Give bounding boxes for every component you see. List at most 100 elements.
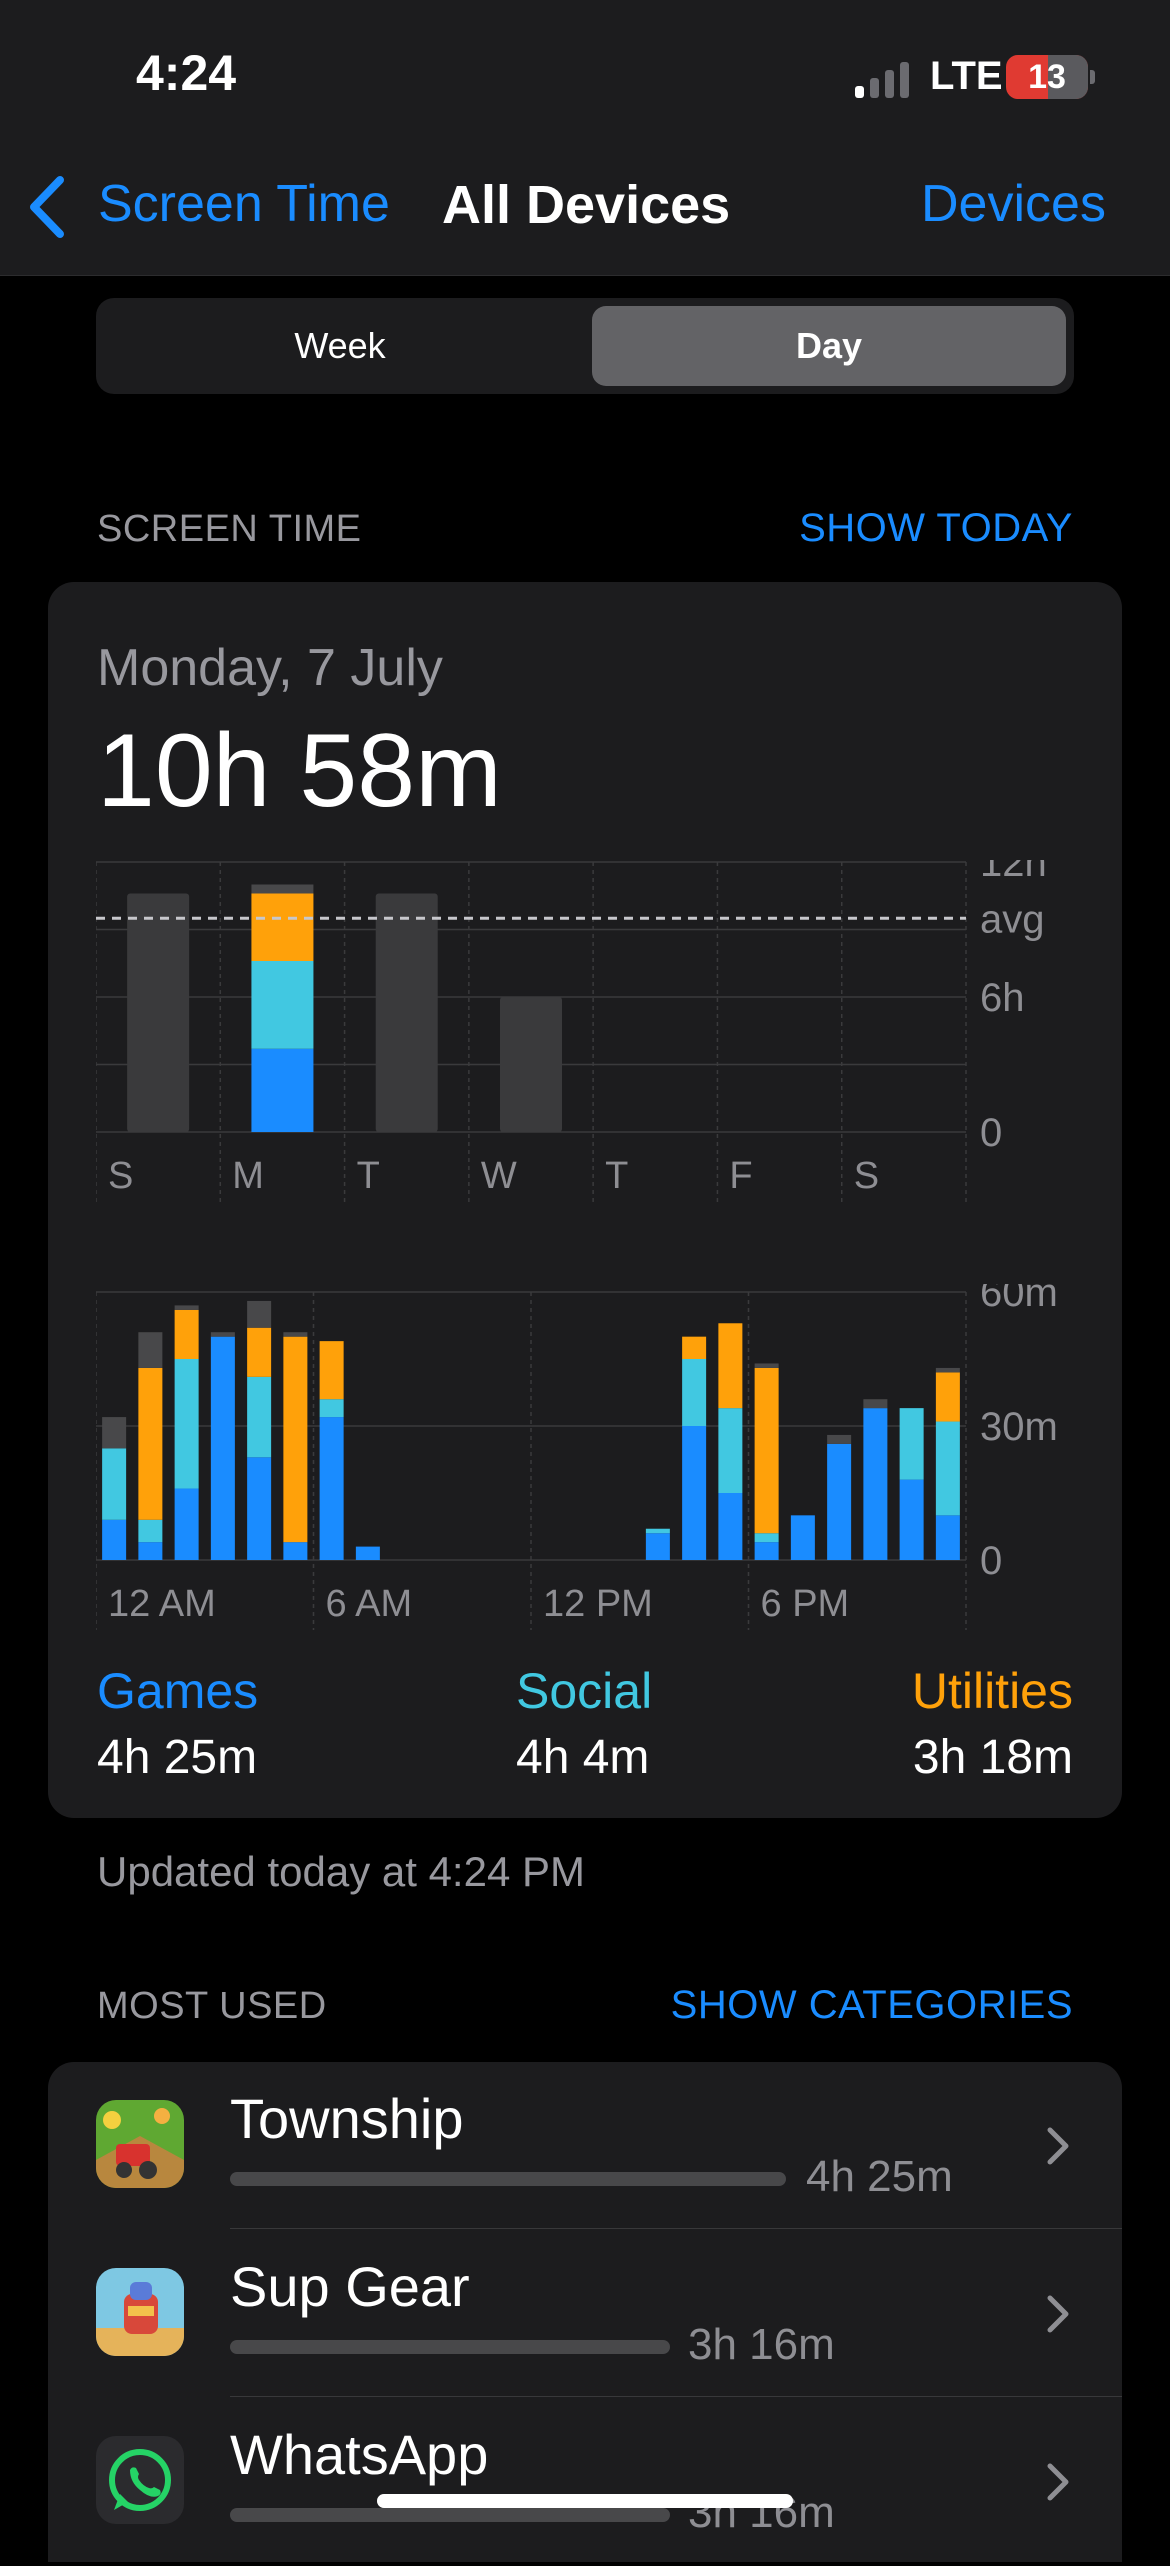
x-tick-label: 6 AM — [326, 1583, 413, 1625]
back-chevron-icon[interactable] — [22, 172, 72, 242]
bar-games-hour-17 — [718, 1493, 742, 1560]
total-screen-time: 10h 58m — [97, 712, 502, 831]
bar-games-hour-7 — [356, 1547, 380, 1560]
battery-tip — [1090, 70, 1095, 84]
usage-bar — [230, 2508, 670, 2522]
bar-utilities-hour-5 — [283, 1337, 307, 1542]
sup-gear-icon — [96, 2268, 184, 2356]
bar-games-hour-15 — [646, 1533, 670, 1560]
usage-bar — [230, 2172, 786, 2186]
bar-games-hour-5 — [283, 1542, 307, 1560]
x-tick-label: S — [108, 1155, 133, 1197]
bar-social-hour-6 — [320, 1399, 344, 1417]
app-name: WhatsApp — [230, 2422, 488, 2487]
x-tick-label: 12 PM — [543, 1583, 653, 1625]
bar-social-hour-16 — [682, 1359, 706, 1426]
show-categories-button[interactable]: SHOW CATEGORIES — [671, 1983, 1073, 2028]
status-time: 4:24 — [136, 44, 236, 102]
most-used-section-header: MOST USED — [97, 1985, 327, 2028]
x-tick-label: F — [729, 1155, 752, 1197]
bar-other-hour-3 — [211, 1332, 235, 1336]
bar-games-m — [251, 1049, 313, 1132]
app-name: Sup Gear — [230, 2254, 470, 2319]
page-title: All Devices — [442, 174, 730, 236]
hourly-chart[interactable]: 12 AM 6 AM 12 PM 6 PM 60m 30m 0 — [96, 1284, 1106, 1634]
bar-games-hour-1 — [138, 1542, 162, 1560]
bar-total-day-2 — [376, 894, 438, 1133]
category-utilities-label: Utilities — [912, 1662, 1073, 1720]
bar-games-hour-6 — [320, 1417, 344, 1560]
x-tick-label: T — [605, 1155, 628, 1197]
app-row-whatsapp[interactable]: WhatsApp 3h 16m — [48, 2398, 1122, 2566]
bar-total-day-3 — [500, 997, 562, 1132]
y-tick-label: 6h — [980, 976, 1025, 1020]
bar-social-hour-22 — [900, 1408, 924, 1479]
selected-date: Monday, 7 July — [97, 638, 443, 698]
usage-bar — [230, 2340, 670, 2354]
bar-other-hour-23 — [936, 1368, 960, 1372]
chevron-right-icon — [1044, 2460, 1072, 2504]
y-tick-label: avg — [980, 897, 1045, 941]
bar-utilities-hour-16 — [682, 1337, 706, 1359]
bar-games-hour-16 — [682, 1426, 706, 1560]
bar-games-hour-18 — [755, 1542, 779, 1560]
segment-day[interactable]: Day — [592, 306, 1066, 386]
bar-other-hour-0 — [102, 1417, 126, 1448]
back-button[interactable]: Screen Time — [98, 174, 390, 234]
weekly-chart[interactable]: S M T W T F S 12h avg 6h 0 — [96, 860, 1096, 1210]
bar-utilities-hour-18 — [755, 1368, 779, 1533]
bar-utilities-hour-23 — [936, 1372, 960, 1421]
show-today-button[interactable]: SHOW TODAY — [799, 506, 1073, 551]
y-tick-label: 0 — [980, 1111, 1002, 1155]
x-tick-label: T — [357, 1155, 380, 1197]
y-tick-label: 30m — [980, 1405, 1058, 1449]
bar-social-hour-0 — [102, 1448, 126, 1519]
app-row-township[interactable]: Township 4h 25m — [48, 2062, 1122, 2230]
x-tick-label: 12 AM — [108, 1583, 216, 1625]
bar-games-hour-19 — [791, 1515, 815, 1560]
category-games-label: Games — [97, 1662, 258, 1720]
bar-games-hour-22 — [900, 1480, 924, 1560]
bar-utilities-hour-4 — [247, 1328, 271, 1377]
bar-social-hour-1 — [138, 1520, 162, 1542]
category-social-label: Social — [516, 1662, 652, 1720]
bar-utilities-hour-6 — [320, 1341, 344, 1399]
bar-other-hour-18 — [755, 1363, 779, 1367]
category-games-value: 4h 25m — [97, 1730, 257, 1785]
bar-other-hour-4 — [247, 1301, 271, 1328]
bar-games-hour-21 — [863, 1408, 887, 1560]
x-tick-label: S — [854, 1155, 879, 1197]
bar-utilities-hour-17 — [718, 1323, 742, 1408]
y-tick-label: 12h — [980, 860, 1047, 885]
township-icon — [96, 2100, 184, 2188]
bar-games-hour-2 — [175, 1489, 199, 1560]
whatsapp-icon — [96, 2436, 184, 2524]
app-usage-time: 3h 16m — [688, 2320, 835, 2370]
category-social-value: 4h 4m — [516, 1730, 649, 1785]
bar-social-hour-23 — [936, 1422, 960, 1516]
bar-utilities-m — [251, 894, 313, 962]
app-row-sup-gear[interactable]: Sup Gear 3h 16m — [48, 2230, 1122, 2398]
bar-other-hour-5 — [283, 1332, 307, 1336]
battery-icon: 13 — [1006, 55, 1088, 99]
y-tick-label: 60m — [980, 1284, 1058, 1315]
bar-games-hour-3 — [211, 1337, 235, 1560]
row-divider — [230, 2228, 1122, 2229]
row-divider — [230, 2396, 1122, 2397]
bar-games-hour-20 — [827, 1444, 851, 1560]
y-tick-label: 0 — [980, 1539, 1002, 1583]
bar-other-hour-1 — [138, 1332, 162, 1368]
bar-other-hour-2 — [175, 1305, 199, 1309]
devices-button[interactable]: Devices — [921, 174, 1106, 234]
bar-social-hour-4 — [247, 1377, 271, 1457]
cellular-signal-icon — [855, 58, 915, 98]
network-type: LTE — [930, 54, 1003, 99]
bar-social-hour-15 — [646, 1529, 670, 1533]
app-name: Township — [230, 2086, 463, 2151]
bar-utilities-hour-2 — [175, 1310, 199, 1359]
bar-social-hour-2 — [175, 1359, 199, 1489]
app-usage-time: 4h 25m — [806, 2152, 953, 2202]
chevron-right-icon — [1044, 2292, 1072, 2336]
home-indicator[interactable] — [377, 2494, 793, 2508]
segment-week[interactable]: Week — [96, 298, 584, 394]
